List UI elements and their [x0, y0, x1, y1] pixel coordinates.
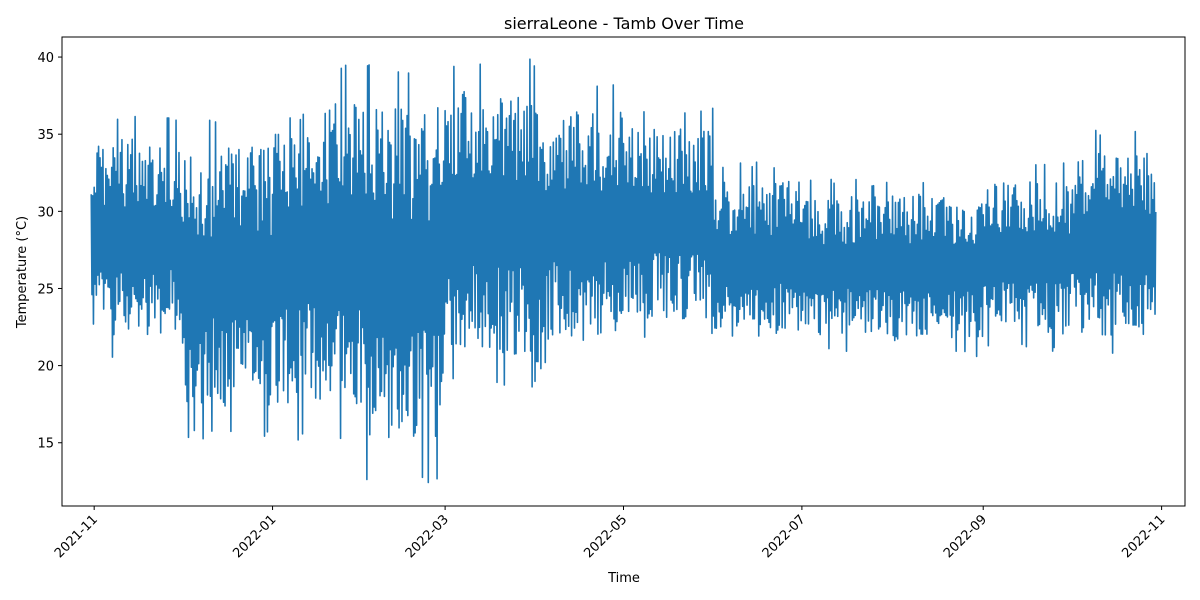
- y-tick-label: 30: [37, 205, 54, 220]
- y-tick-label: 40: [37, 51, 54, 66]
- y-tick-label: 20: [37, 360, 54, 375]
- y-tick-label: 25: [37, 282, 54, 297]
- x-axis-title: Time: [607, 571, 640, 586]
- series-layer: [90, 58, 1157, 484]
- y-axis-title: Temperature (°C): [15, 216, 30, 329]
- y-tick-label: 35: [37, 128, 54, 143]
- y-axis: 15 20 25 30 35 40: [37, 51, 62, 452]
- y-tick-label: 15: [37, 437, 54, 452]
- series-line: [90, 58, 1157, 484]
- chart-title: sierraLeone - Tamb Over Time: [504, 14, 744, 33]
